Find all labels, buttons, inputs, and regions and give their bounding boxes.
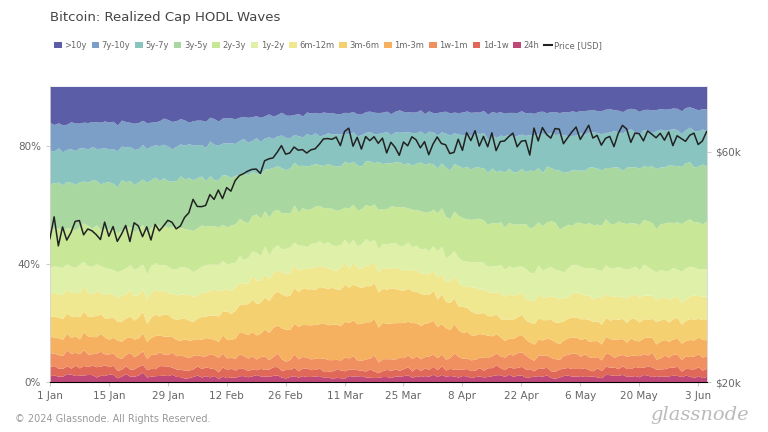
Text: © 2024 Glassnode. All Rights Reserved.: © 2024 Glassnode. All Rights Reserved. — [15, 414, 211, 424]
Text: Bitcoin: Realized Cap HODL Waves: Bitcoin: Realized Cap HODL Waves — [50, 11, 280, 24]
Legend: >10y, 7y-10y, 5y-7y, 3y-5y, 2y-3y, 1y-2y, 6m-12m, 3m-6m, 1m-3m, 1w-1m, 1d-1w, 24: >10y, 7y-10y, 5y-7y, 3y-5y, 2y-3y, 1y-2y… — [54, 41, 602, 50]
Text: glassnode: glassnode — [650, 406, 749, 424]
